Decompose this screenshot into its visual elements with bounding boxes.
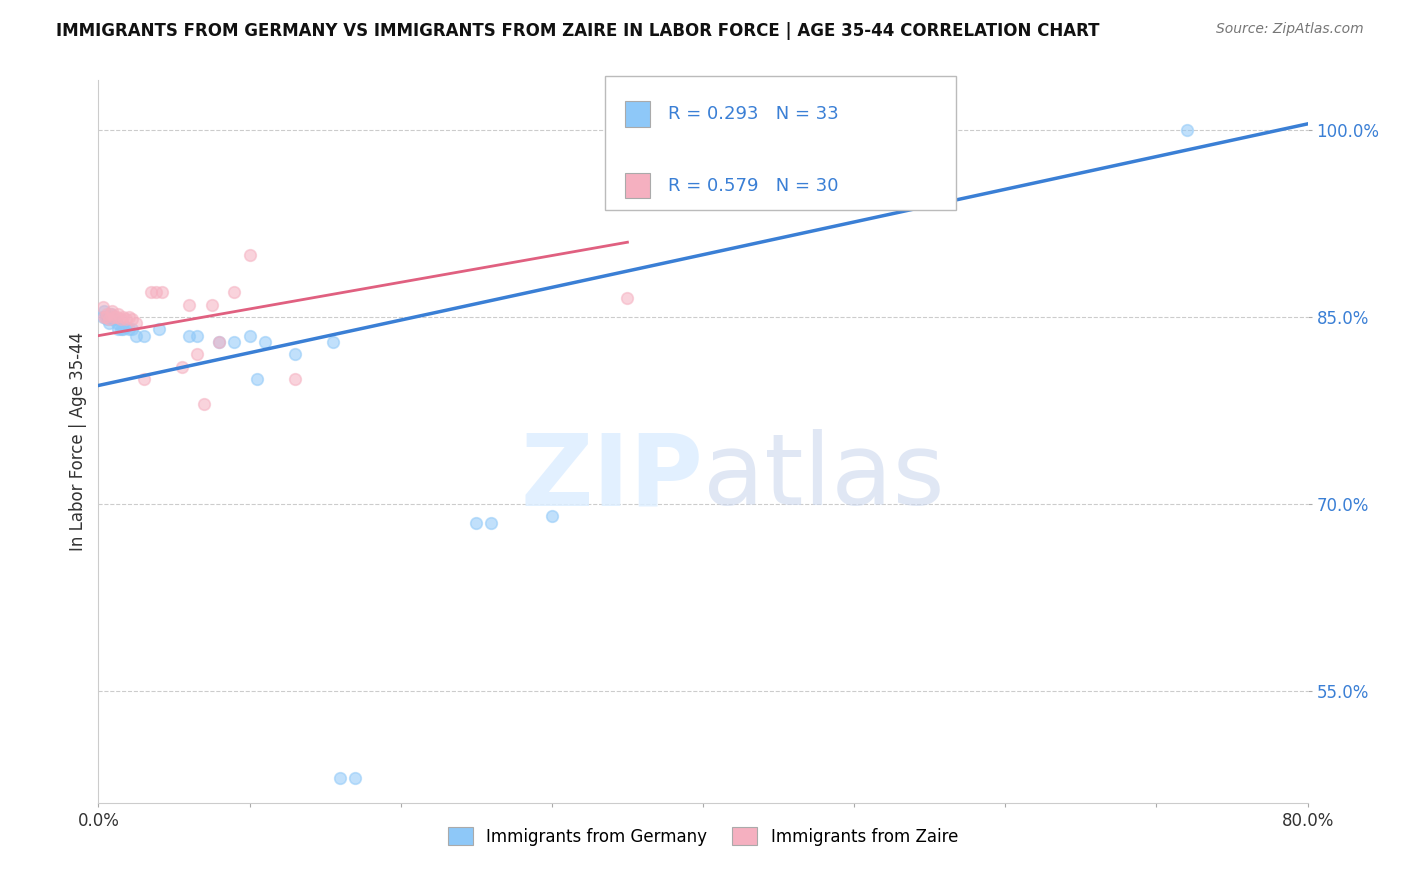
Point (101, 303, 124, 318)
Point (193, 397, 215, 411)
Text: ZIP: ZIP (520, 429, 703, 526)
Point (148, 322, 170, 336)
Point (481, 516, 503, 530)
Point (118, 310, 141, 324)
Point (114, 320, 136, 334)
Point (111, 310, 134, 324)
Point (107, 322, 129, 336)
Point (110, 322, 132, 336)
Point (201, 297, 224, 311)
Point (100, 308, 122, 322)
Point (344, 771, 367, 785)
Point (101, 312, 124, 326)
Point (105, 310, 128, 324)
Text: R = 0.579   N = 30: R = 0.579 N = 30 (668, 177, 838, 194)
Point (93, 310, 115, 324)
Point (208, 334, 231, 349)
Point (100, 308, 122, 322)
Point (239, 328, 262, 343)
Point (114, 312, 136, 326)
Point (91, 310, 114, 324)
Point (93, 303, 115, 318)
Point (96, 308, 118, 322)
Point (110, 312, 132, 326)
Point (96, 312, 118, 326)
Point (141, 285, 163, 299)
Point (111, 322, 134, 336)
Point (132, 372, 155, 386)
Point (94, 310, 117, 324)
Point (170, 359, 193, 374)
Point (616, 291, 638, 305)
Point (107, 308, 129, 322)
Text: Source: ZipAtlas.com: Source: ZipAtlas.com (1216, 22, 1364, 37)
Point (94, 310, 117, 324)
Y-axis label: In Labor Force | Age 35-44: In Labor Force | Age 35-44 (69, 332, 87, 551)
Point (91, 300, 114, 314)
Text: atlas: atlas (703, 429, 945, 526)
Point (125, 316, 148, 330)
Point (179, 328, 201, 343)
Point (105, 316, 128, 330)
Point (121, 322, 143, 336)
Point (239, 248, 262, 262)
Point (253, 334, 276, 349)
Point (186, 328, 208, 343)
Text: IMMIGRANTS FROM GERMANY VS IMMIGRANTS FROM ZAIRE IN LABOR FORCE | AGE 35-44 CORR: IMMIGRANTS FROM GERMANY VS IMMIGRANTS FR… (56, 22, 1099, 40)
Point (121, 312, 143, 326)
Point (150, 285, 173, 299)
Point (179, 297, 201, 311)
Point (125, 328, 148, 343)
Point (246, 372, 269, 386)
Point (322, 334, 344, 349)
Point (98, 312, 121, 326)
Legend: Immigrants from Germany, Immigrants from Zaire: Immigrants from Germany, Immigrants from… (441, 821, 965, 852)
Point (284, 347, 307, 361)
Point (1175, 123, 1198, 137)
Point (224, 285, 246, 299)
Point (118, 322, 141, 336)
Point (103, 312, 125, 326)
Point (540, 509, 562, 524)
Point (132, 328, 155, 343)
Point (465, 516, 488, 530)
Point (208, 334, 231, 349)
Text: R = 0.293   N = 33: R = 0.293 N = 33 (668, 105, 838, 123)
Point (329, 771, 352, 785)
Point (103, 310, 125, 324)
Point (186, 347, 208, 361)
Point (224, 334, 246, 349)
Point (98, 316, 121, 330)
Point (284, 372, 307, 386)
Point (145, 285, 167, 299)
